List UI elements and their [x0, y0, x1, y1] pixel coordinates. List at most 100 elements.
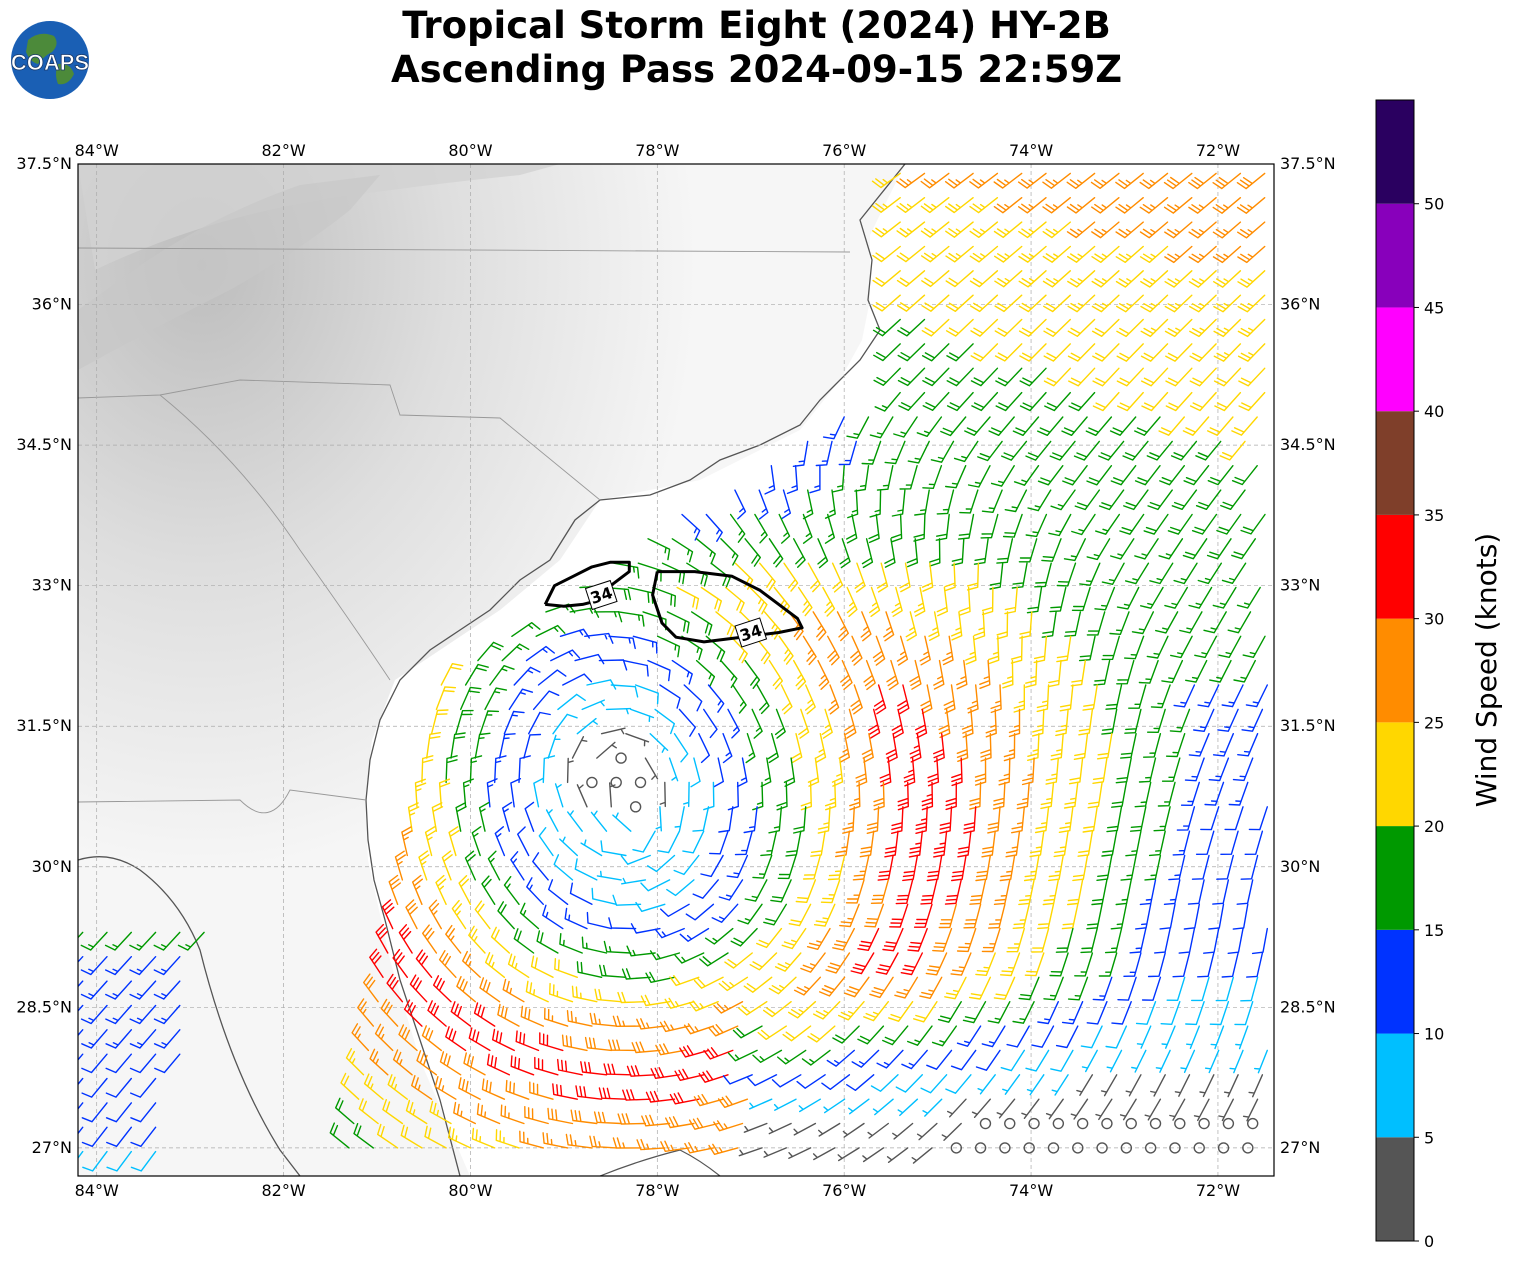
- wind-barb: [548, 879, 569, 905]
- wind-barb-calm: [1125, 1117, 1137, 1130]
- wind-barb: [771, 1074, 802, 1088]
- wind-barb: [839, 903, 860, 928]
- wind-barb: [1166, 976, 1186, 1001]
- wind-barb: [519, 902, 540, 930]
- wind-barb: [129, 1004, 157, 1025]
- wind-barb: [1025, 440, 1052, 461]
- wind-barb: [778, 513, 791, 544]
- wind-barb: [1188, 270, 1217, 288]
- wind-barb: [1092, 976, 1113, 1001]
- wind-barb: [956, 927, 977, 953]
- lon-label-top: 80°W: [448, 141, 492, 160]
- wind-barb: [882, 1025, 909, 1046]
- wind-barb: [920, 221, 950, 238]
- wind-barb: [969, 221, 999, 238]
- wind-barb: [547, 1107, 574, 1125]
- wind-barb: [802, 854, 821, 880]
- wind-barb: [777, 1049, 807, 1065]
- wind-barb: [797, 586, 813, 617]
- wind-barb: [584, 1036, 612, 1052]
- wind-barb-calm: [1217, 1142, 1230, 1154]
- wind-barb: [1244, 830, 1264, 855]
- wind-barb: [940, 416, 967, 437]
- lat-label-right: 27°N: [1280, 1138, 1320, 1157]
- wind-barb: [971, 1098, 991, 1118]
- wind-barb: [872, 197, 901, 213]
- wind-barb: [1115, 221, 1144, 239]
- wind-barb: [898, 391, 926, 411]
- wind-barb: [487, 850, 501, 881]
- wind-barb: [603, 1063, 632, 1076]
- wind-barb: [1213, 343, 1242, 362]
- wind-barb: [780, 684, 793, 715]
- wind-barb: [671, 659, 693, 685]
- wind-barb: [105, 1102, 132, 1123]
- wind-barb: [1134, 465, 1161, 486]
- wind-barb: [969, 781, 982, 810]
- wind-barb: [683, 684, 703, 712]
- wind-barb: [945, 465, 967, 489]
- wind-barb: [951, 854, 967, 882]
- state-border-ga-fl: [78, 789, 367, 814]
- wind-barb: [1218, 635, 1242, 658]
- wind-barb: [609, 782, 616, 808]
- wind-barb: [863, 659, 876, 691]
- wind-barb: [1101, 562, 1125, 585]
- wind-barb: [876, 1049, 904, 1069]
- wind-barb: [907, 927, 928, 952]
- wind-barb: [456, 976, 476, 1003]
- wind-barb: [1025, 1049, 1050, 1072]
- wind-barb: [1116, 318, 1144, 338]
- wind-barb: [405, 1099, 428, 1125]
- wind-barb: [1195, 440, 1222, 461]
- wind-barb: [1221, 684, 1244, 708]
- wind-barb: [822, 416, 845, 440]
- wind-barb: [896, 172, 926, 189]
- wind-barb: [1042, 172, 1071, 189]
- wind-barb-calm: [1169, 1142, 1181, 1154]
- wind-barb: [177, 931, 205, 951]
- wind-barb: [78, 1102, 84, 1110]
- wind-barb: [1139, 172, 1169, 190]
- wind-barb: [1086, 538, 1111, 561]
- wind-barb: [1229, 1049, 1244, 1074]
- wind-barb: [872, 221, 901, 238]
- wind-barb: [1240, 854, 1259, 880]
- wind-barb: [1165, 367, 1193, 387]
- wind-barb: [1234, 1001, 1254, 1026]
- wind-barb: [448, 826, 460, 857]
- wind-barb: [445, 1026, 467, 1052]
- wind-barb: [826, 1049, 855, 1067]
- wind-barb: [1135, 903, 1152, 930]
- lon-label-bottom: 78°W: [635, 1181, 679, 1200]
- wind-barb: [1231, 465, 1258, 486]
- wind-barb: [1095, 1098, 1113, 1121]
- wind-barb: [1140, 318, 1169, 338]
- wind-barb: [720, 659, 738, 689]
- wind-barb: [920, 879, 938, 905]
- wind-barb: [1042, 270, 1071, 288]
- wind-barb: [1109, 416, 1137, 436]
- wind-barb: [1074, 489, 1100, 511]
- wind-barb: [888, 1001, 914, 1022]
- wind-barb: [617, 991, 647, 1004]
- wind-barb: [1106, 806, 1123, 833]
- wind-barb: [720, 538, 739, 566]
- wind-barb: [744, 879, 768, 902]
- wind-barb: [1161, 757, 1181, 782]
- wind-barb: [919, 635, 931, 666]
- wind-barb: [763, 903, 787, 926]
- wind-barb: [921, 318, 950, 337]
- wind-barb: [78, 1029, 84, 1037]
- colorbar-tick-label: 45: [1424, 298, 1444, 317]
- contour-34kt-line: [543, 560, 631, 608]
- wind-barb: [1183, 903, 1200, 930]
- wind-barb: [851, 1049, 880, 1068]
- wind-barb: [1092, 391, 1120, 412]
- wind-barb: [598, 659, 628, 671]
- wind-barb: [1150, 1074, 1166, 1097]
- wind-barb: [635, 901, 666, 912]
- wind-barb: [726, 854, 749, 879]
- wind-barb: [936, 586, 948, 617]
- wind-barb: [81, 1102, 108, 1123]
